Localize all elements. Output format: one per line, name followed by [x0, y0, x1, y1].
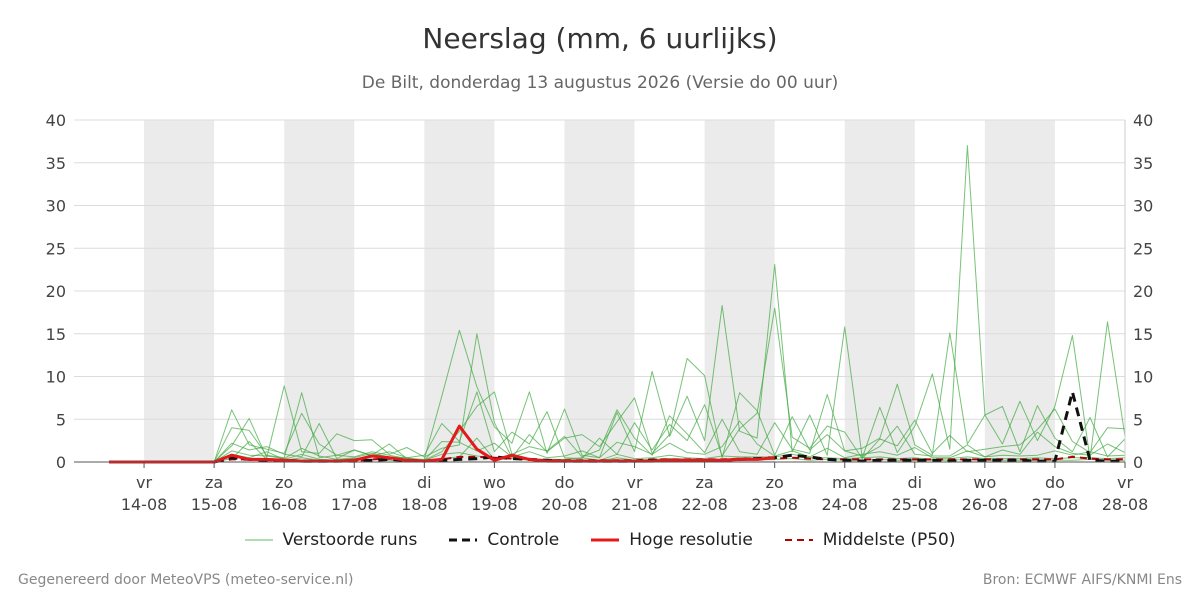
series-lines — [109, 145, 1126, 464]
y-tick-label-right: 25 — [1133, 239, 1153, 258]
x-tick-date-label: 21-08 — [611, 495, 658, 514]
x-tick-date-label: 15-08 — [191, 495, 238, 514]
x-tick-date-label: 19-08 — [471, 495, 518, 514]
y-tick-label-left: 25 — [46, 239, 66, 258]
legend: Verstoorde runs Controle Hoge resolutie … — [0, 530, 1200, 550]
y-tick-label-left: 30 — [46, 197, 66, 216]
y-tick-label-left: 15 — [46, 325, 66, 344]
x-tick-day-label: vr — [136, 473, 152, 492]
x-tick-day-label: zo — [766, 473, 784, 492]
y-tick-label-right: 30 — [1133, 197, 1153, 216]
x-tick-day-label: ma — [832, 473, 857, 492]
series-ensemble-member — [109, 391, 1126, 463]
axes: 0 0 5 5 10 10 15 15 20 20 25 25 30 30 35 35 40 40 vr 14-08 z… — [46, 111, 1154, 514]
x-tick-date-label: 28-08 — [1102, 495, 1149, 514]
x-tick-day-label: vr — [627, 473, 643, 492]
footer-source: Bron: ECMWF AIFS/KNMI Ens — [982, 572, 1182, 588]
x-tick-date-label: 25-08 — [892, 495, 939, 514]
x-tick-date-label: 23-08 — [751, 495, 798, 514]
x-tick-date-label: 14-08 — [121, 495, 168, 514]
legend-item-median: Middelste (P50) — [784, 530, 956, 550]
y-tick-label-left: 10 — [46, 368, 66, 387]
y-tick-label-left: 40 — [46, 111, 66, 130]
chart-title: Neerslag (mm, 6 uurlijks) — [422, 22, 778, 55]
x-tick-date-label: 16-08 — [261, 495, 308, 514]
series-hoge-resolutie — [109, 424, 775, 464]
x-tick-date-label: 22-08 — [681, 495, 728, 514]
series-ensemble-member — [109, 420, 1126, 463]
y-tick-label-right: 15 — [1133, 325, 1153, 344]
x-tick-day-label: za — [205, 473, 223, 492]
x-tick-day-label: do — [1045, 473, 1065, 492]
x-tick-date-label: 27-08 — [1032, 495, 1079, 514]
x-tick-date-label: 20-08 — [541, 495, 588, 514]
x-tick-day-label: di — [417, 473, 432, 492]
x-tick-day-label: za — [695, 473, 713, 492]
x-tick-day-label: vr — [1117, 473, 1133, 492]
x-tick-date-label: 17-08 — [331, 495, 378, 514]
legend-swatch-median — [784, 539, 813, 541]
legend-item-hires: Hoge resolutie — [591, 530, 753, 550]
y-tick-label-left: 35 — [46, 154, 66, 173]
x-tick-day-label: zo — [275, 473, 293, 492]
x-tick-date-label: 26-08 — [962, 495, 1009, 514]
legend-item-control: Controle — [449, 530, 559, 550]
x-tick-day-label: wo — [483, 473, 506, 492]
legend-item-ensemble: Verstoorde runs — [244, 530, 418, 550]
footer-generated-by: Gegenereerd door MeteoVPS (meteo-service… — [18, 572, 354, 588]
legend-swatch-ensemble — [244, 539, 273, 541]
series-ensemble-member — [109, 332, 1126, 463]
y-tick-label-left: 0 — [56, 453, 66, 472]
y-tick-label-right: 40 — [1133, 111, 1153, 130]
legend-swatch-control — [449, 538, 478, 542]
y-tick-label-right: 35 — [1133, 154, 1153, 173]
x-tick-day-label: di — [907, 473, 922, 492]
y-tick-label-left: 20 — [46, 282, 66, 301]
x-tick-day-label: ma — [342, 473, 367, 492]
legend-swatch-hires — [591, 538, 620, 542]
series-ensemble-member — [109, 451, 1126, 463]
x-tick-day-label: wo — [973, 473, 996, 492]
y-tick-label-left: 5 — [56, 410, 66, 429]
y-tick-label-right: 5 — [1133, 410, 1143, 429]
y-tick-label-right: 0 — [1133, 453, 1143, 472]
legend-label-median: Middelste (P50) — [822, 530, 956, 550]
x-tick-date-label: 24-08 — [821, 495, 868, 514]
y-tick-label-right: 20 — [1133, 282, 1153, 301]
legend-label-control: Controle — [487, 530, 560, 550]
legend-label-ensemble: Verstoorde runs — [282, 530, 418, 550]
x-tick-date-label: 18-08 — [401, 495, 448, 514]
chart-subtitle: De Bilt, donderdag 13 augustus 2026 (Ver… — [361, 73, 839, 93]
x-tick-day-label: do — [554, 473, 574, 492]
legend-label-hires: Hoge resolutie — [629, 530, 753, 550]
y-tick-label-right: 10 — [1133, 368, 1153, 387]
